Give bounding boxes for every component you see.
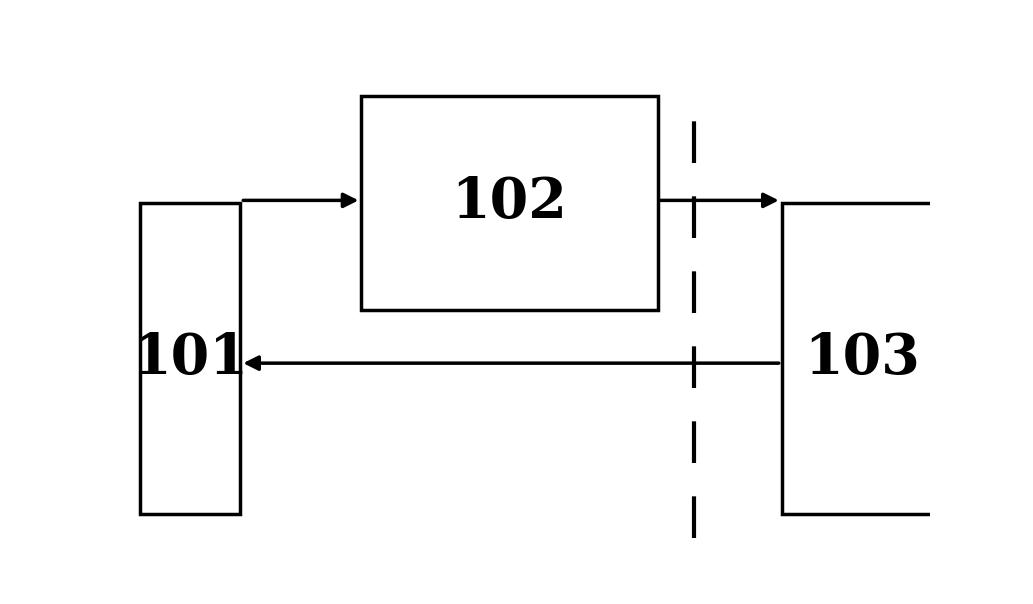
- Bar: [140, 203, 241, 515]
- Text: 101: 101: [132, 331, 248, 386]
- Bar: [362, 96, 658, 310]
- Text: 102: 102: [451, 175, 567, 230]
- Text: 103: 103: [804, 331, 919, 386]
- Bar: [782, 203, 942, 515]
